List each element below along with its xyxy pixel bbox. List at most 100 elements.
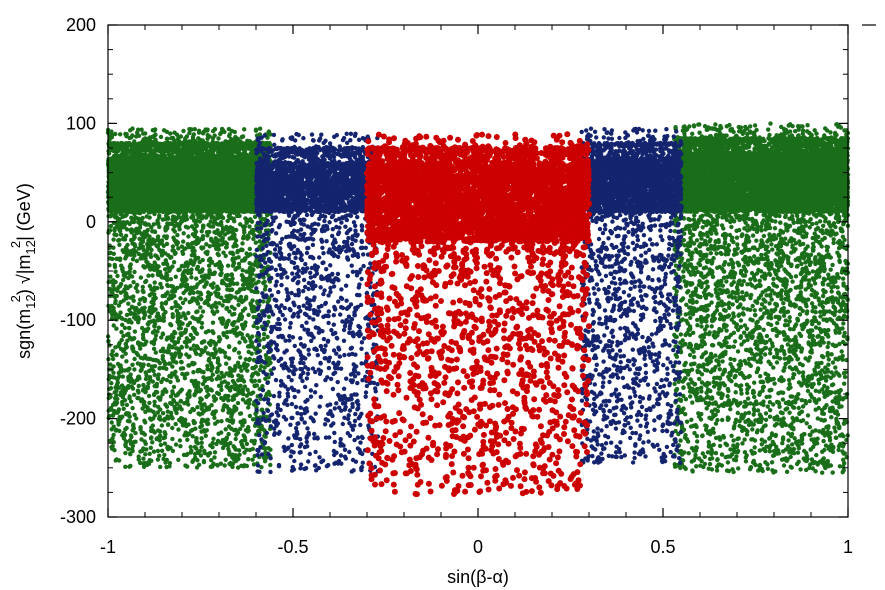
scatter-point [221,216,225,220]
scatter-point [149,446,153,450]
scatter-point [205,422,209,426]
scatter-point [143,221,147,225]
scatter-point [178,438,182,442]
scatter-point [111,433,115,437]
scatter-point [169,352,173,356]
scatter-point [232,219,236,223]
scatter-point [197,463,201,467]
scatter-point [123,451,127,455]
scatter-point [180,345,184,349]
scatter-point [154,350,158,354]
scatter-point [137,384,141,388]
scatter-point [161,377,165,381]
scatter-point [160,301,164,305]
scatter-point [120,402,124,406]
scatter-point [186,234,190,238]
scatter-point [176,246,180,250]
scatter-point [137,246,141,250]
scatter-point [254,129,258,133]
scatter-point [119,330,123,334]
scatter-point [141,256,145,260]
scatter-point [258,239,262,243]
scatter-point [141,290,145,294]
scatter-point [128,284,132,288]
scatter-point [201,214,205,218]
scatter-point [174,442,178,446]
scatter-point [132,367,136,371]
scatter-point [238,355,242,359]
scatter-point [258,127,262,131]
scatter-point [219,371,223,375]
scatter-point [128,451,132,455]
scatter-point [143,452,147,456]
scatter-point [192,408,196,412]
scatter-point [254,241,258,245]
scatter-point [153,127,157,131]
scatter-point [208,451,212,455]
scatter-point [119,390,123,394]
scatter-point [240,241,244,245]
scatter-point [206,290,210,294]
scatter-point [161,262,165,266]
scatter-point [198,305,202,309]
scatter-point [176,427,180,431]
scatter-point [131,386,135,390]
scatter-point [189,347,193,351]
scatter-point [183,463,187,467]
scatter-point [223,355,227,359]
scatter-point [213,422,217,426]
scatter-point [251,372,255,376]
scatter-point [247,224,251,228]
scatter-point [170,222,174,226]
scatter-point [171,236,175,240]
scatter-point [221,446,225,450]
scatter-point [124,284,128,288]
scatter-point [250,379,254,383]
scatter-point [113,270,117,274]
scatter-point [207,275,211,279]
scatter-point [161,411,165,415]
scatter-point [240,135,244,139]
scatter-point [149,311,153,315]
scatter-point [143,280,147,284]
scatter-point [223,463,227,467]
scatter-point [213,133,217,137]
scatter-point [124,359,128,363]
scatter-point [165,405,169,409]
scatter-point [165,378,169,382]
scatter-point [111,237,115,241]
scatter-point [132,270,136,274]
scatter-point [224,325,228,329]
scatter-point [122,386,126,390]
scatter-point [130,274,134,278]
scatter-point [188,291,192,295]
scatter-point [169,375,173,379]
scatter-point [111,444,115,448]
scatter-point [113,299,117,303]
scatter-point [126,302,130,306]
scatter-point [174,375,178,379]
scatter-point [246,457,250,461]
scatter-point [142,419,146,423]
scatter-point [204,434,208,438]
scatter-point [162,244,166,248]
scatter-point [183,376,187,380]
scatter-point [125,243,129,247]
scatter-point [150,440,154,444]
scatter-point [263,284,267,288]
scatter-point [267,315,271,319]
scatter-point [238,412,242,416]
scatter-point [141,457,145,461]
scatter-point [175,233,179,237]
scatter-point [172,399,176,403]
data-points [106,121,850,497]
scatter-point [201,131,205,135]
scatter-point [186,363,190,367]
scatter-point [216,136,220,140]
scatter-point [207,268,211,272]
scatter-point [141,383,145,387]
scatter-point [196,411,200,415]
scatter-point [127,318,131,322]
scatter-point [157,326,161,330]
